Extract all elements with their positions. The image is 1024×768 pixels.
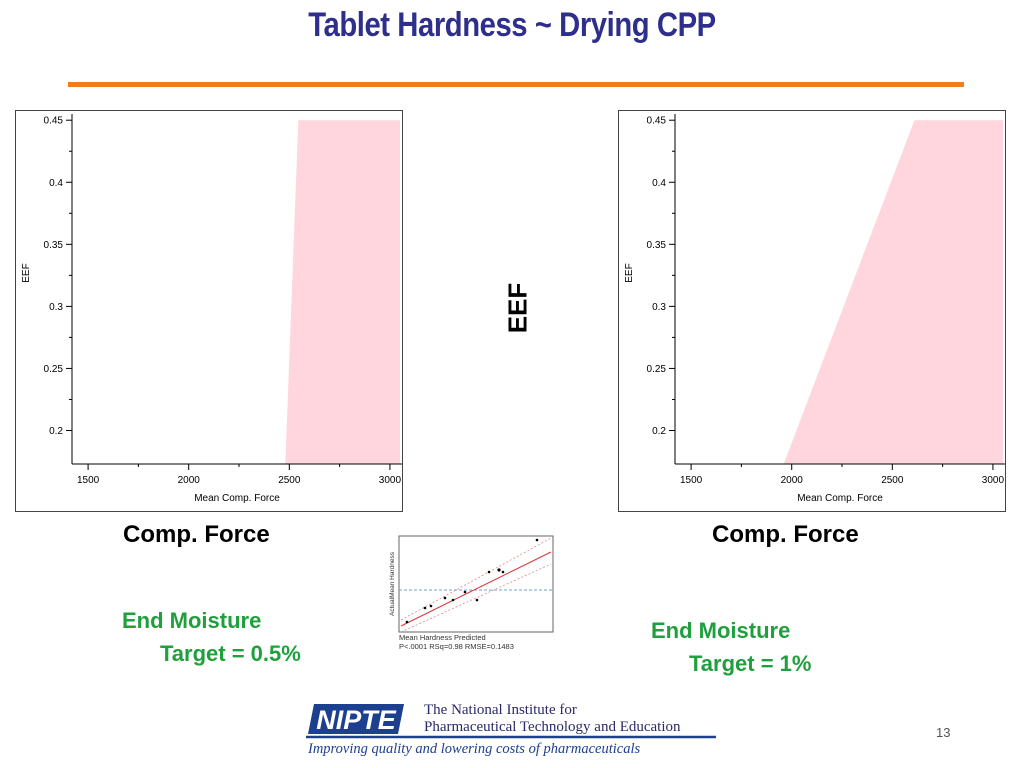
actual-vs-predicted-thumbnail: ActualMean Hardness Mean Hardness Predic… — [385, 534, 555, 654]
x-tick-label: 2500 — [278, 475, 301, 486]
chart-right: 0.2 0.25 0.3 0.35 0.4 0.45 1500 2000 2500 3000 Mea… — [618, 110, 1006, 512]
x-tick-label: 2000 — [781, 475, 804, 486]
moisture-left-line1: End Moisture — [122, 608, 262, 633]
moisture-right-line2: Target = 1% — [689, 651, 812, 676]
y-tick-label: 0.45 — [647, 116, 667, 127]
shaded-region — [285, 120, 400, 464]
page-number: 13 — [936, 725, 951, 740]
moisture-left-line2: Target = 0.5% — [160, 641, 301, 666]
y-axis-label: EEF — [21, 263, 32, 282]
thumbnail-stats: P<.0001 RSq=0.98 RMSE=0.1483 — [399, 642, 514, 651]
y-tick-label: 0.4 — [49, 178, 63, 189]
x-tick-label: 3000 — [982, 475, 1005, 486]
nipte-logo: NIPTE The National Institute for Pharmac… — [306, 698, 718, 758]
x-axis-label: Mean Comp. Force — [194, 493, 280, 504]
y-tick-label: 0.25 — [44, 364, 64, 375]
y-tick-label: 0.35 — [647, 240, 667, 251]
slide-title: Tablet Hardness ~ Drying CPP — [308, 6, 716, 44]
y-tick-label: 0.3 — [652, 302, 666, 313]
chart-left: 0.2 0.25 0.3 0.35 0.4 0.45 1500 2000 2500 3000 Mea… — [15, 110, 403, 512]
x-tick-label: 2500 — [881, 475, 904, 486]
x-axis-label: Mean Comp. Force — [797, 493, 883, 504]
moisture-note-left: End Moisture Target = 0.5% — [122, 604, 301, 670]
y-tick-label: 0.25 — [647, 364, 667, 375]
x-tick-label: 1500 — [680, 475, 703, 486]
y-tick-label: 0.2 — [49, 426, 63, 437]
y-tick-label: 0.45 — [44, 116, 64, 127]
y-tick-label: 0.35 — [44, 240, 64, 251]
shaded-region — [783, 120, 1003, 464]
moisture-note-right: End Moisture Target = 1% — [651, 614, 811, 680]
y-tick-label: 0.2 — [652, 426, 666, 437]
logo-acronym: NIPTE — [316, 705, 397, 735]
y-tick-label: 0.3 — [49, 302, 63, 313]
thumbnail-ylabel: ActualMean Hardness — [389, 551, 396, 616]
y-tick-label: 0.4 — [652, 178, 666, 189]
x-tick-label: 2000 — [178, 475, 201, 486]
logo-tagline: Improving quality and lowering costs of … — [307, 741, 640, 757]
caption-left: Comp. Force — [123, 521, 270, 548]
logo-line2: Pharmaceutical Technology and Education — [424, 719, 681, 735]
title-underline — [68, 82, 964, 87]
x-tick-label: 1500 — [77, 475, 100, 486]
center-axis-label-text: EEF — [502, 282, 533, 334]
x-tick-label: 3000 — [379, 475, 402, 486]
y-axis-label: EEF — [624, 263, 635, 282]
thumbnail-xlabel: Mean Hardness Predicted — [399, 633, 486, 642]
center-axis-label: EEF — [498, 278, 538, 338]
chart-svg: 0.2 0.25 0.3 0.35 0.4 0.45 1500 2000 2500 3000 Mea… — [15, 110, 403, 512]
moisture-right-line1: End Moisture — [651, 618, 791, 643]
logo-line1: The National Institute for — [424, 702, 577, 718]
caption-right: Comp. Force — [712, 521, 859, 548]
chart-svg: 0.2 0.25 0.3 0.35 0.4 0.45 1500 2000 2500 3000 Mea… — [618, 110, 1006, 512]
